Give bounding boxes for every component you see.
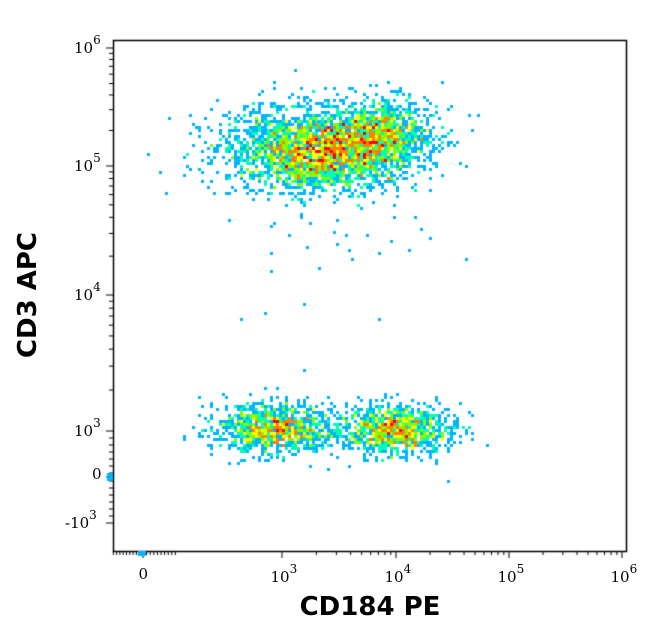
x-axis-tick-label: 104 [384,562,412,586]
y-axis-tick-label: 106 [74,33,101,57]
y-axis-tick-label: -103 [65,508,97,532]
y-axis-tick-label: 103 [74,416,101,440]
x-axis-tick-label: 0 [138,565,149,583]
y-axis-tick-label: 104 [74,280,101,304]
x-axis-label: CD184 PE [299,592,441,622]
y-axis-label: CD3 APC [13,231,43,359]
y-axis-tick-label: 105 [74,151,101,175]
x-axis-tick-label: 103 [270,562,298,586]
x-axis-tick-label: 106 [610,562,638,586]
x-axis-tick-label: 105 [497,562,525,586]
y-axis-tick-label: 0 [92,465,102,483]
